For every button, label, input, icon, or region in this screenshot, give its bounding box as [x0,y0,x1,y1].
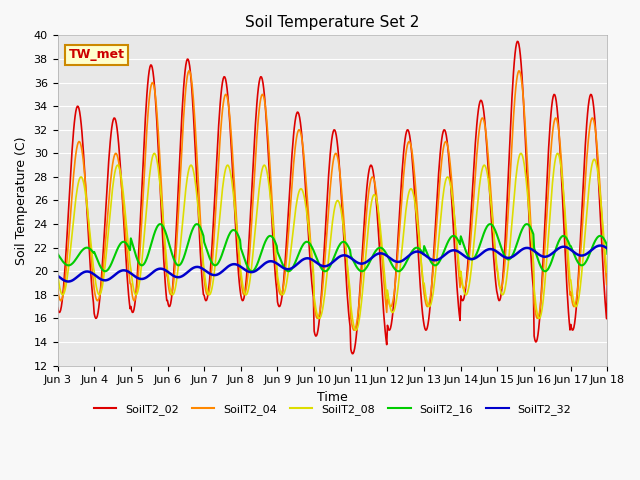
SoilT2_02 [433,206,440,212]
SoilT2_02 [555,123,563,129]
SoilT2_08 [199,254,207,260]
SoilT2_32 [54,273,61,278]
SoilT2_02 [513,38,521,44]
Legend: SoilT2_02, SoilT2_04, SoilT2_08, SoilT2_16, SoilT2_32: SoilT2_02, SoilT2_04, SoilT2_08, SoilT2_… [90,400,576,420]
SoilT2_32 [596,243,604,249]
SoilT2_16 [358,268,365,274]
SoilT2_32 [65,279,72,285]
SoilT2_02 [324,183,332,189]
SoilT2_32 [433,257,440,263]
SoilT2_04 [174,214,182,219]
SoilT2_08 [555,152,563,157]
SoilT2_04 [54,286,61,291]
SoilT2_08 [352,327,360,333]
Line: SoilT2_08: SoilT2_08 [58,153,607,330]
SoilT2_08 [54,271,61,276]
SoilT2_02 [54,305,61,311]
SoilT2_16 [378,245,386,251]
SoilT2_16 [486,221,493,227]
SoilT2_32 [554,246,562,252]
SoilT2_32 [175,274,183,280]
SoilT2_04 [324,215,332,221]
SoilT2_32 [199,266,207,272]
SoilT2_32 [604,246,611,252]
SoilT2_04 [350,327,358,333]
SoilT2_16 [604,251,611,257]
SoilT2_08 [433,253,441,259]
SoilT2_08 [150,150,158,156]
SoilT2_08 [325,254,333,260]
SoilT2_02 [604,278,611,284]
SoilT2_16 [198,228,205,234]
Line: SoilT2_04: SoilT2_04 [58,71,607,330]
SoilT2_02 [349,351,356,357]
SoilT2_16 [324,267,332,273]
SoilT2_04 [515,68,523,74]
SoilT2_32 [325,262,333,268]
SoilT2_04 [378,257,386,263]
SoilT2_08 [175,257,183,263]
Title: Soil Temperature Set 2: Soil Temperature Set 2 [245,15,420,30]
SoilT2_02 [174,186,182,192]
SoilT2_02 [378,288,386,294]
Line: SoilT2_32: SoilT2_32 [58,246,607,282]
SoilT2_16 [54,251,61,257]
SoilT2_16 [555,239,563,245]
SoilT2_04 [604,268,611,274]
Line: SoilT2_02: SoilT2_02 [58,41,607,354]
SoilT2_16 [433,262,440,268]
SoilT2_08 [379,253,387,259]
SoilT2_04 [198,244,205,250]
SoilT2_16 [174,263,182,268]
SoilT2_02 [198,274,205,280]
SoilT2_08 [604,269,611,275]
Text: TW_met: TW_met [68,48,125,61]
SoilT2_04 [555,126,563,132]
SoilT2_32 [378,251,386,256]
Y-axis label: Soil Temperature (C): Soil Temperature (C) [15,136,28,265]
Line: SoilT2_16: SoilT2_16 [58,224,607,271]
X-axis label: Time: Time [317,391,348,404]
SoilT2_04 [433,225,440,230]
